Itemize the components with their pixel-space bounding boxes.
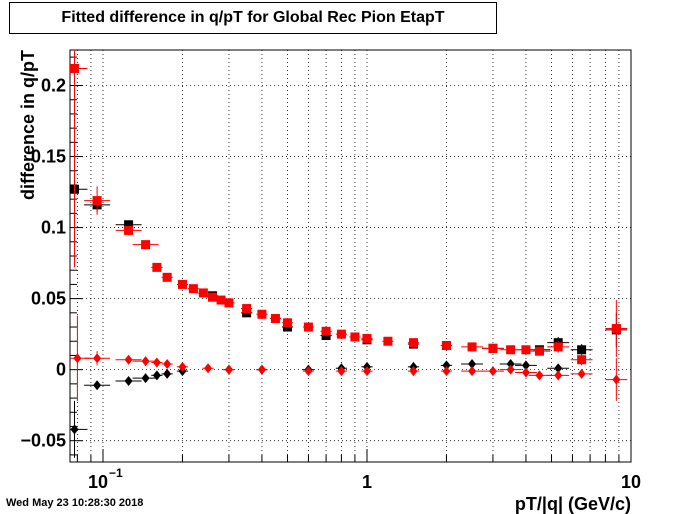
data-point-square (283, 318, 293, 328)
data-point-diamond (204, 363, 213, 374)
plot-frame (69, 49, 632, 463)
data-point-square (577, 345, 587, 355)
data-point-square (177, 279, 187, 289)
data-point-square (124, 220, 134, 230)
data-point-diamond (506, 358, 515, 369)
data-point-square (198, 288, 208, 298)
data-point-diamond (70, 424, 79, 435)
data-point-diamond (362, 366, 371, 377)
series-0 (69, 160, 628, 356)
data-point-diamond (93, 353, 102, 364)
y-tick-label: −0.05 (20, 431, 66, 451)
data-point-square (408, 338, 418, 348)
data-point-square (362, 333, 372, 343)
data-point-square (441, 341, 451, 351)
data-point-square (162, 272, 172, 282)
data-point-square (488, 343, 498, 353)
data-point-diamond (152, 357, 161, 368)
data-point-diamond (442, 366, 451, 377)
data-point-diamond (521, 360, 530, 371)
x-axis-label: pT/|q| (GeV/c) (515, 494, 631, 514)
data-point-square (270, 314, 280, 324)
data-point-diamond (141, 373, 150, 384)
data-point-square (188, 284, 198, 294)
data-point-square (467, 342, 477, 352)
data-point-square (553, 342, 563, 352)
data-point-diamond (442, 360, 451, 371)
x-tick-label: 10 (88, 472, 108, 492)
data-point-square (577, 355, 587, 365)
x-tick-label: 1 (362, 472, 372, 492)
data-point-square (224, 298, 234, 308)
data-point-square (506, 345, 516, 355)
data-point-diamond (577, 368, 586, 379)
y-tick-label: 0.05 (31, 289, 66, 309)
data-point-diamond (488, 366, 497, 377)
data-point-diamond (163, 358, 172, 369)
data-point-diamond (163, 368, 172, 379)
data-point-square (336, 329, 346, 339)
data-point-diamond (409, 366, 418, 377)
data-point-diamond (521, 367, 530, 378)
data-point-square (611, 323, 621, 333)
data-point-square (303, 322, 313, 332)
data-point-square (92, 196, 102, 206)
data-point-square (208, 292, 218, 302)
y-tick-label: 0.15 (31, 147, 66, 167)
data-point-square (124, 225, 134, 235)
data-point-diamond (612, 374, 621, 385)
data-point-diamond (468, 358, 477, 369)
y-tick-label: 0 (56, 360, 66, 380)
series-3 (70, 315, 628, 401)
data-point-diamond (224, 364, 233, 375)
y-tick-label: 0.2 (41, 76, 66, 96)
data-point-diamond (73, 353, 82, 364)
data-point-diamond (337, 366, 346, 377)
data-point-diamond (468, 366, 477, 377)
data-point-diamond (535, 370, 544, 381)
data-point-square (534, 346, 544, 356)
data-point-diamond (304, 366, 313, 377)
data-point-square (152, 262, 162, 272)
data-point-diamond (152, 370, 161, 381)
data-point-diamond (124, 354, 133, 365)
data-point-diamond (554, 370, 563, 381)
data-point-diamond (257, 364, 266, 375)
timestamp: Wed May 23 10:28:30 2018 (6, 497, 144, 509)
data-point-square (521, 345, 531, 355)
x-tick-label: 10 (621, 472, 641, 492)
x-tick-label-exponent: −1 (109, 466, 123, 480)
data-point-square (216, 295, 226, 305)
y-tick-label: 0.1 (41, 218, 66, 238)
data-point-square (383, 336, 393, 346)
data-point-square (321, 326, 331, 336)
data-point-square (69, 63, 79, 73)
data-point-diamond (124, 376, 133, 387)
data-point-diamond (141, 356, 150, 367)
series-1 (69, 50, 628, 366)
data-point-diamond (554, 363, 563, 374)
data-point-square (257, 309, 267, 319)
data-point-diamond (178, 361, 187, 372)
data-point-square (242, 304, 252, 314)
data-point-diamond (506, 364, 515, 375)
y-axis-label: difference in q/pT (18, 50, 38, 200)
data-point-square (141, 240, 151, 250)
data-point-square (350, 332, 360, 342)
chart-title: Fitted difference in q/pT for Global Rec… (9, 2, 497, 34)
data-point-diamond (93, 380, 102, 391)
